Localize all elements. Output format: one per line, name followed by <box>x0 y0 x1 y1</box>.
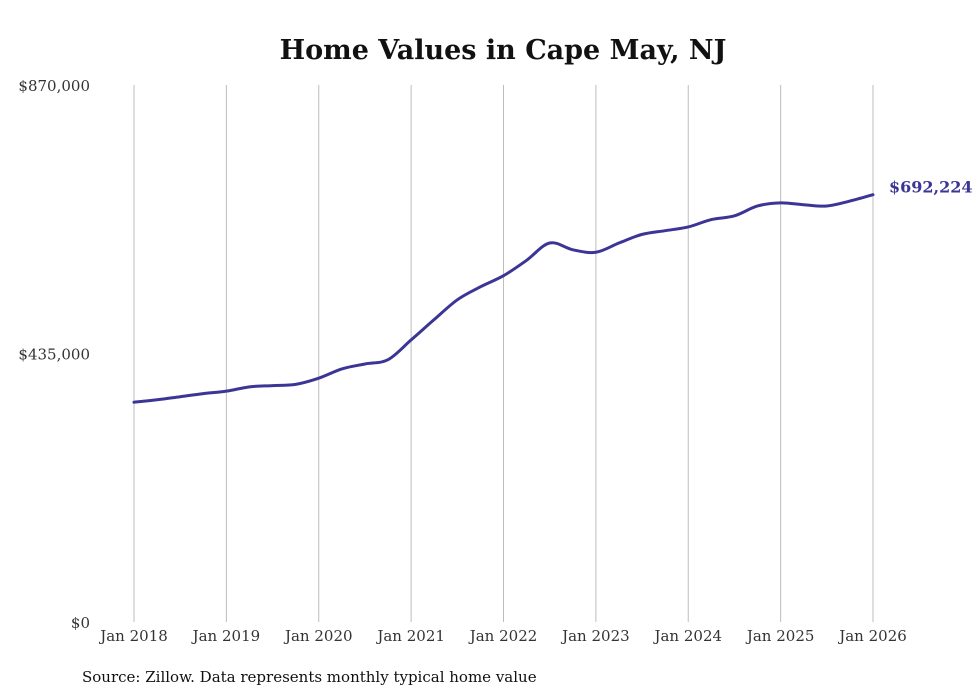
gridlines <box>133 85 874 622</box>
x-tick-label: Jan 2022 <box>468 627 538 645</box>
x-tick-label: Jan 2025 <box>745 627 815 645</box>
x-tick-label: Jan 2019 <box>191 627 261 645</box>
source-note: Source: Zillow. Data represents monthly … <box>82 668 537 686</box>
x-axis: Jan 2018 Jan 2019 Jan 2020 Jan 2021 Jan 2022… <box>98 627 907 645</box>
end-value-label: $692,224 <box>889 178 973 197</box>
y-tick-label: $0 <box>71 614 90 632</box>
chart-title: Home Values in Cape May, NJ <box>280 35 727 66</box>
x-tick-label: Jan 2026 <box>837 627 907 645</box>
y-tick-label: $870,000 <box>18 77 90 95</box>
x-tick-label: Jan 2018 <box>98 627 168 645</box>
x-tick-label: Jan 2020 <box>283 627 353 645</box>
y-axis: $0 $435,000 $870,000 <box>18 77 90 632</box>
x-tick-label: Jan 2023 <box>560 627 630 645</box>
x-tick-label: Jan 2024 <box>652 627 722 645</box>
series-line <box>132 193 875 404</box>
y-tick-label: $435,000 <box>18 346 90 364</box>
x-tick-label: Jan 2021 <box>375 627 445 645</box>
